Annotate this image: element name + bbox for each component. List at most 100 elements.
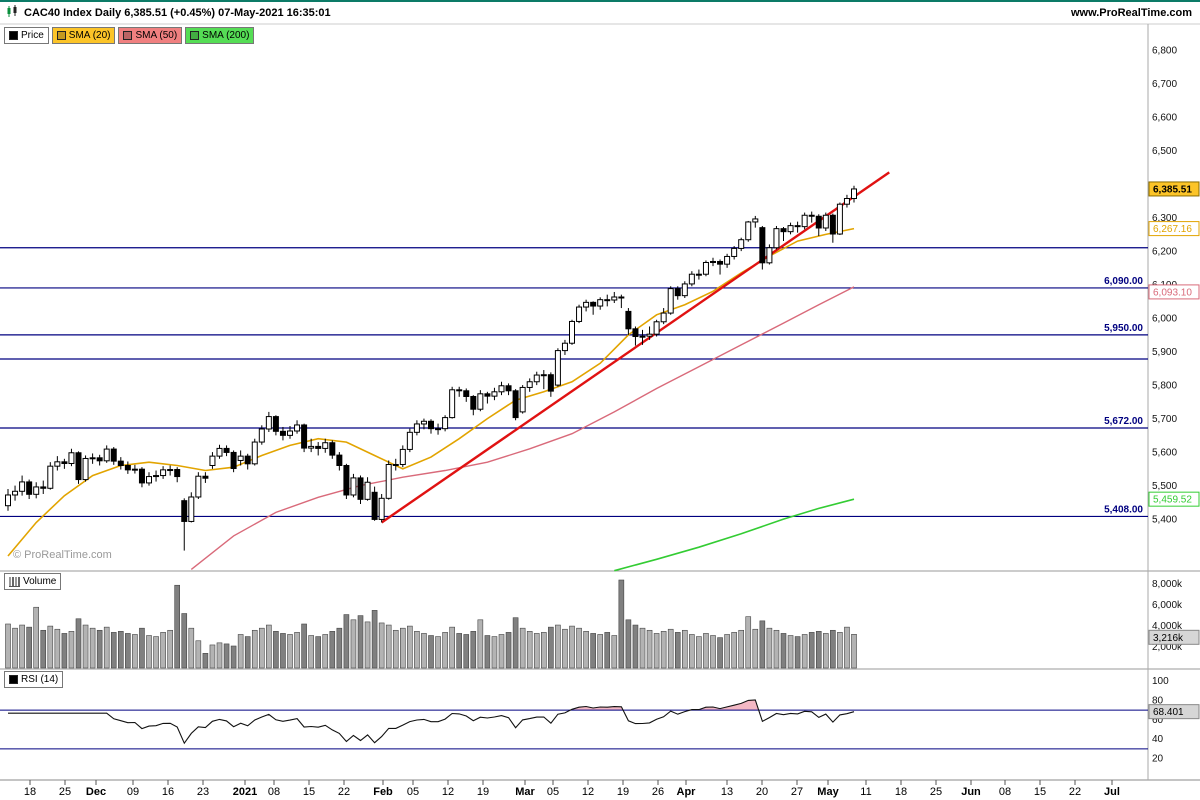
candlestick-series-icon bbox=[9, 31, 18, 40]
svg-text:4,000k: 4,000k bbox=[1152, 621, 1183, 632]
rsi-overbought-fill bbox=[570, 699, 759, 711]
svg-text:16: 16 bbox=[162, 786, 174, 798]
rsi-line bbox=[8, 699, 855, 745]
svg-text:20: 20 bbox=[1152, 754, 1164, 765]
svg-text:2,000k: 2,000k bbox=[1152, 642, 1183, 653]
svg-text:5,600: 5,600 bbox=[1152, 448, 1177, 459]
svg-text:Feb: Feb bbox=[373, 786, 393, 798]
svg-text:2021: 2021 bbox=[233, 786, 257, 798]
svg-text:100: 100 bbox=[1152, 676, 1169, 687]
volume-axis[interactable]: 8,000k 6,000k 4,000k 2,000k bbox=[1152, 579, 1183, 653]
svg-text:13: 13 bbox=[721, 786, 733, 798]
svg-text:80: 80 bbox=[1152, 695, 1164, 706]
watermark: © ProRealTime.com bbox=[13, 549, 112, 561]
sma20-value-badge: 6,267.16 bbox=[1148, 221, 1200, 237]
svg-text:6,267.16: 6,267.16 bbox=[1153, 224, 1192, 235]
time-axis[interactable]: 18 25 Dec 09 16 23 2021 08 15 22 Feb 05 12 19 Mar 05 12 1… bbox=[24, 780, 1120, 798]
svg-text:09: 09 bbox=[127, 786, 139, 798]
svg-text:18: 18 bbox=[895, 786, 907, 798]
svg-text:May: May bbox=[817, 786, 839, 798]
pane-separators bbox=[0, 23, 1200, 781]
sma200-line bbox=[614, 498, 855, 572]
svg-text:27: 27 bbox=[791, 786, 803, 798]
trend-line bbox=[380, 171, 890, 524]
svg-text:15: 15 bbox=[303, 786, 315, 798]
legend-price[interactable]: Price bbox=[4, 27, 49, 44]
svg-text:6,090.00: 6,090.00 bbox=[1104, 276, 1143, 287]
sma200-swatch-icon bbox=[190, 31, 200, 40]
chart-title: CAC40 Index Daily 6,385.51 (+0.45%) 07-M… bbox=[24, 6, 331, 19]
svg-text:5,500: 5,500 bbox=[1152, 481, 1177, 492]
svg-text:11: 11 bbox=[860, 786, 871, 798]
svg-text:12: 12 bbox=[442, 786, 454, 798]
svg-text:Mar: Mar bbox=[515, 786, 535, 798]
candlestick-series bbox=[5, 185, 857, 551]
svg-text:5,800: 5,800 bbox=[1152, 381, 1177, 392]
legend-sma20-label: SMA (20) bbox=[68, 30, 111, 41]
svg-text:60: 60 bbox=[1152, 715, 1164, 726]
sma200-value-badge: 5,459.52 bbox=[1148, 491, 1200, 507]
legend-sma50[interactable]: SMA (50) bbox=[118, 27, 183, 44]
volume-bars-icon bbox=[9, 576, 20, 587]
sma50-line bbox=[190, 286, 855, 570]
svg-text:23: 23 bbox=[197, 786, 209, 798]
price-axis[interactable]: 6,8006,7006,6006,5006,3006,2006,1006,000… bbox=[1152, 46, 1177, 526]
svg-text:6,000: 6,000 bbox=[1152, 314, 1177, 325]
svg-text:6,385.51: 6,385.51 bbox=[1153, 184, 1192, 195]
svg-text:25: 25 bbox=[930, 786, 942, 798]
website-link[interactable]: www.ProRealTime.com bbox=[1070, 6, 1192, 19]
legend-rsi-label: RSI (14) bbox=[21, 674, 59, 685]
svg-text:8,000k: 8,000k bbox=[1152, 579, 1183, 590]
chart-app-icon bbox=[6, 4, 19, 21]
rsi-axis[interactable]: 100 80 60 40 20 bbox=[1152, 676, 1169, 765]
svg-text:6,800: 6,800 bbox=[1152, 46, 1177, 57]
svg-text:18: 18 bbox=[24, 786, 36, 798]
svg-text:25: 25 bbox=[59, 786, 71, 798]
legend-sma50-label: SMA (50) bbox=[135, 30, 178, 41]
svg-text:6,000k: 6,000k bbox=[1152, 600, 1183, 611]
svg-text:5,408.00: 5,408.00 bbox=[1104, 504, 1143, 515]
price-pane-legend: Price SMA (20) SMA (50) SMA (200) bbox=[4, 27, 255, 44]
svg-text:08: 08 bbox=[268, 786, 280, 798]
sma20-line bbox=[7, 227, 855, 557]
svg-text:26: 26 bbox=[652, 786, 664, 798]
svg-text:6,300: 6,300 bbox=[1152, 213, 1177, 224]
legend-sma200[interactable]: SMA (200) bbox=[185, 27, 255, 44]
svg-text:5,950.00: 5,950.00 bbox=[1104, 323, 1143, 334]
rsi-value-badge: 68.401 bbox=[1148, 704, 1200, 720]
rsi-level-lines bbox=[0, 709, 1148, 750]
svg-text:22: 22 bbox=[1069, 786, 1081, 798]
svg-text:05: 05 bbox=[407, 786, 419, 798]
svg-text:40: 40 bbox=[1152, 734, 1164, 745]
legend-volume[interactable]: Volume bbox=[4, 573, 62, 590]
sma50-swatch-icon bbox=[123, 31, 133, 40]
svg-text:08: 08 bbox=[999, 786, 1011, 798]
svg-text:5,459.52: 5,459.52 bbox=[1153, 495, 1192, 506]
svg-text:Apr: Apr bbox=[677, 786, 697, 798]
svg-text:12: 12 bbox=[582, 786, 594, 798]
legend-sma20[interactable]: SMA (20) bbox=[51, 27, 116, 44]
last-price-badge: 6,385.51 bbox=[1148, 181, 1200, 197]
svg-text:Jul: Jul bbox=[1104, 786, 1120, 798]
svg-text:6,500: 6,500 bbox=[1152, 146, 1177, 157]
svg-text:6,200: 6,200 bbox=[1152, 247, 1177, 258]
rsi-pane-legend: RSI (14) bbox=[4, 671, 64, 688]
svg-text:Jun: Jun bbox=[961, 786, 981, 798]
horizontal-levels: 6,090.00 5,950.00 5,672.00 5,408.00 bbox=[0, 247, 1148, 518]
svg-text:05: 05 bbox=[547, 786, 559, 798]
sma20-swatch-icon bbox=[56, 31, 66, 40]
svg-text:15: 15 bbox=[1034, 786, 1046, 798]
svg-text:5,900: 5,900 bbox=[1152, 347, 1177, 358]
svg-text:5,400: 5,400 bbox=[1152, 515, 1177, 526]
svg-text:22: 22 bbox=[338, 786, 350, 798]
svg-text:19: 19 bbox=[477, 786, 489, 798]
svg-text:68.401: 68.401 bbox=[1153, 707, 1184, 718]
legend-rsi[interactable]: RSI (14) bbox=[4, 671, 64, 688]
svg-text:6,600: 6,600 bbox=[1152, 113, 1177, 124]
volume-series bbox=[5, 579, 857, 669]
volume-pane-legend: Volume bbox=[4, 573, 62, 590]
rsi-series-icon bbox=[9, 675, 18, 684]
legend-price-label: Price bbox=[21, 30, 44, 41]
